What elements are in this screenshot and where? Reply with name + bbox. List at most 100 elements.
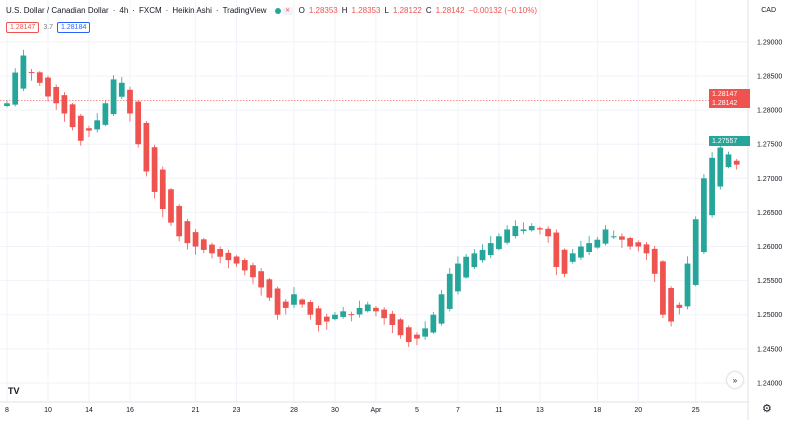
candle-body	[717, 147, 724, 187]
price-axis[interactable]: 1.29000 1.28500 1.28000 1.27500 1.27000 1.265…	[757, 39, 782, 387]
candle-body	[61, 95, 68, 114]
time-tick-label: 25	[692, 407, 700, 414]
candle-body	[168, 189, 174, 223]
candle-body	[77, 115, 84, 141]
candle-body	[274, 288, 281, 315]
price-tick-label: 1.24500	[757, 346, 782, 353]
high-key: H	[341, 6, 348, 15]
time-tick-label: 16	[126, 407, 134, 414]
candle-body	[340, 311, 347, 317]
candle-body	[356, 307, 363, 315]
legend-separator: ·	[112, 6, 116, 15]
interval-label[interactable]: 4h	[119, 6, 129, 15]
candle-body	[643, 244, 650, 254]
time-tick-label: 8	[5, 407, 9, 414]
candle-body	[307, 302, 314, 315]
close-icon[interactable]: ✕	[282, 6, 293, 15]
low-key: L	[384, 6, 389, 15]
candle-body	[668, 288, 674, 322]
candle-body	[36, 72, 43, 83]
candle-body	[28, 72, 35, 74]
open-value: 1.28353	[308, 6, 338, 15]
candle-body	[569, 253, 576, 262]
candle-body	[627, 238, 633, 247]
price-tick-label: 1.25000	[757, 312, 782, 319]
grid	[0, 0, 748, 402]
candle-body	[619, 236, 625, 240]
open-key: O	[298, 6, 305, 15]
candle-body	[520, 229, 527, 232]
candle-body	[209, 244, 215, 254]
price-tick-label: 1.24000	[757, 380, 782, 387]
legend-separator: ·	[165, 6, 169, 15]
price-tick-label: 1.27500	[757, 142, 782, 149]
candle-body	[660, 261, 666, 315]
scroll-to-realtime-button[interactable]: »	[727, 372, 743, 388]
price-tick-label: 1.25500	[757, 278, 782, 285]
candle-body	[266, 279, 273, 298]
currency-label[interactable]: CAD	[761, 7, 776, 14]
low-value: 1.28122	[392, 6, 422, 15]
candle-body	[20, 55, 27, 89]
candle-body	[127, 89, 133, 114]
high-value: 1.28353	[351, 6, 381, 15]
time-tick-label: 18	[593, 407, 601, 414]
heikin-ashi-close-tag: 1.27557	[709, 136, 750, 146]
candle-body	[438, 294, 445, 324]
source-label: FXCM	[138, 6, 162, 15]
time-axis[interactable]: 8 10 14 16 21 23 28 30 Apr 5 7 11 13 18 20 25	[5, 407, 700, 414]
candle-body	[102, 103, 109, 125]
candle-body	[397, 319, 404, 336]
time-tick-label: 14	[85, 407, 93, 414]
candle-body	[455, 263, 461, 292]
candle-body	[299, 299, 306, 305]
close-value: 1.28142	[435, 6, 465, 15]
candle-body	[217, 248, 224, 257]
sell-button[interactable]: 1.28147	[6, 22, 40, 33]
candle-body	[225, 252, 232, 261]
candle-body	[430, 314, 437, 333]
candle-body	[12, 72, 19, 105]
candle-body	[471, 253, 478, 268]
candle-body	[315, 308, 322, 325]
time-tick-label: 28	[290, 407, 298, 414]
candle-body	[733, 160, 740, 165]
bid-price-tag: 1.28147	[709, 89, 750, 99]
candle-body	[118, 82, 125, 97]
candle-body	[578, 246, 584, 258]
candle-body	[545, 228, 551, 237]
candle-body	[176, 205, 183, 237]
candle-body	[4, 103, 10, 106]
candles	[4, 49, 740, 347]
candle-body	[676, 304, 683, 308]
chart-style-label: Heikin Ashi	[172, 6, 212, 15]
legend-separator: ·	[132, 6, 135, 15]
price-tick-label: 1.27000	[757, 176, 782, 183]
candle-body	[258, 271, 265, 288]
candle-body	[537, 228, 543, 230]
candle-body	[684, 263, 691, 307]
candle-body	[389, 313, 396, 325]
candle-body	[405, 327, 412, 343]
gear-icon[interactable]: ⚙	[762, 403, 772, 415]
candle-body	[45, 77, 51, 97]
candle-body	[610, 236, 617, 238]
candle-body	[422, 328, 429, 337]
market-status[interactable]: ✕	[274, 6, 293, 15]
symbol-title[interactable]: U.S. Dollar / Canadian Dollar	[6, 6, 109, 15]
time-tick-label: 21	[192, 407, 200, 414]
candle-body	[53, 87, 60, 104]
price-tick-label: 1.26500	[757, 210, 782, 217]
time-tick-label: 5	[415, 407, 419, 414]
time-tick-label: 30	[331, 407, 339, 414]
candle-body	[381, 309, 388, 319]
candle-body	[602, 229, 609, 244]
candle-body	[725, 154, 732, 168]
candle-body	[94, 120, 101, 130]
buy-button[interactable]: 1.28184	[57, 22, 91, 33]
time-tick-label: 11	[495, 407, 502, 414]
tradingview-logo[interactable]: TV	[8, 386, 20, 396]
time-tick-label: Apr	[370, 407, 382, 414]
